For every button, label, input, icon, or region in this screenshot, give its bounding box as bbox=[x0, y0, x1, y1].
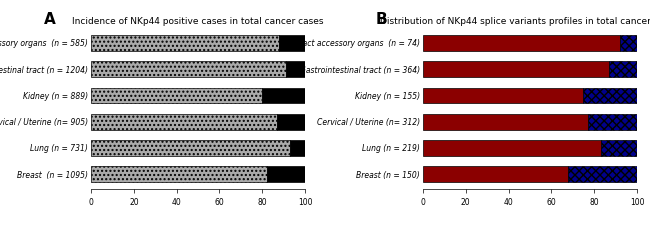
Bar bbox=[91, 35, 280, 51]
Bar bbox=[601, 140, 637, 156]
Bar bbox=[588, 114, 637, 130]
Bar bbox=[423, 88, 584, 103]
Bar bbox=[91, 88, 263, 103]
Title: Distribution of NKp44 splice variants profiles in total cancer cases: Distribution of NKp44 splice variants pr… bbox=[380, 17, 650, 26]
Bar bbox=[286, 61, 305, 77]
Bar bbox=[423, 166, 569, 182]
Bar bbox=[290, 140, 305, 156]
Bar bbox=[423, 114, 588, 130]
Bar bbox=[91, 114, 278, 130]
Bar bbox=[278, 114, 305, 130]
Bar bbox=[584, 88, 637, 103]
Bar bbox=[423, 140, 601, 156]
Bar bbox=[620, 35, 637, 51]
Bar bbox=[91, 166, 266, 182]
Text: B: B bbox=[376, 12, 387, 27]
Bar bbox=[266, 166, 305, 182]
Bar bbox=[609, 61, 637, 77]
Bar bbox=[569, 166, 637, 182]
Bar bbox=[423, 35, 620, 51]
Bar bbox=[263, 88, 305, 103]
Bar bbox=[91, 140, 290, 156]
Title: Incidence of NKp44 positive cases in total cancer cases: Incidence of NKp44 positive cases in tot… bbox=[72, 17, 324, 26]
Bar bbox=[91, 61, 286, 77]
Bar bbox=[280, 35, 305, 51]
Bar bbox=[423, 61, 609, 77]
Text: A: A bbox=[44, 12, 56, 27]
